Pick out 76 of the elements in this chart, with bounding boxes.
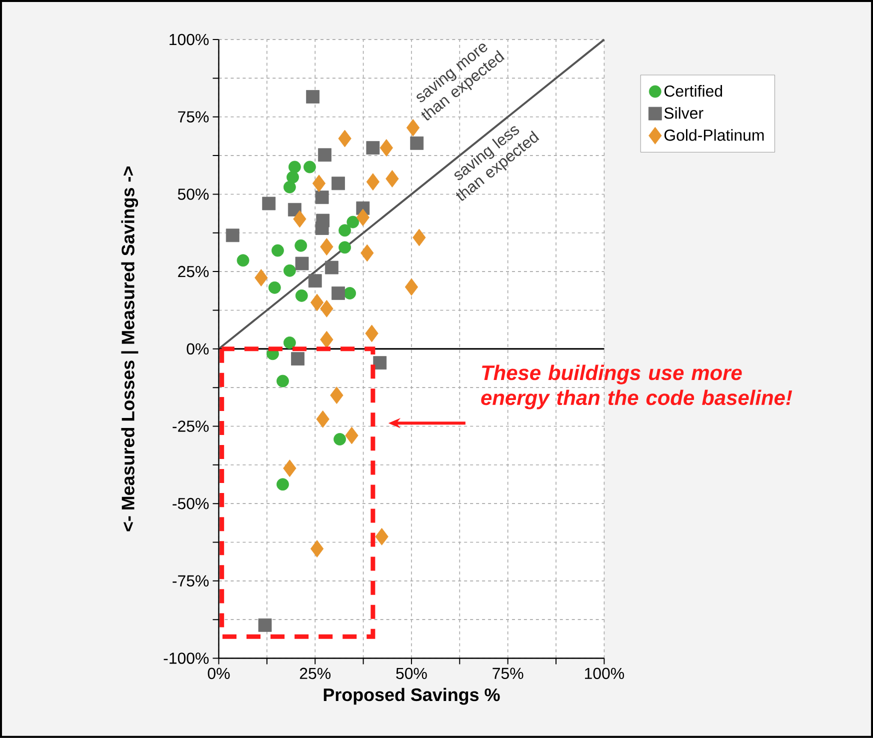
point bbox=[294, 239, 308, 252]
point bbox=[330, 386, 344, 404]
point bbox=[283, 460, 296, 478]
y-axis-title: <- Measured Losses | Measured Savings -> bbox=[121, 166, 138, 532]
point bbox=[338, 224, 351, 237]
point bbox=[366, 173, 380, 191]
point bbox=[338, 130, 352, 148]
annotation: These buildings use more energy than the code baseline! bbox=[481, 364, 792, 410]
point bbox=[258, 618, 272, 632]
point bbox=[366, 141, 380, 155]
point bbox=[410, 136, 424, 150]
point bbox=[316, 410, 330, 428]
point bbox=[308, 274, 322, 288]
point bbox=[356, 208, 370, 226]
y-tick-label: 0% bbox=[186, 343, 209, 355]
point bbox=[283, 180, 296, 194]
point bbox=[288, 160, 301, 174]
point bbox=[310, 294, 324, 312]
point bbox=[315, 222, 329, 236]
point bbox=[283, 336, 296, 349]
point bbox=[295, 256, 309, 270]
y-tick-label: -100% bbox=[164, 652, 209, 664]
point bbox=[306, 90, 320, 104]
point bbox=[310, 540, 324, 558]
point bbox=[380, 139, 393, 157]
point bbox=[304, 160, 316, 174]
point bbox=[312, 174, 326, 192]
point bbox=[324, 260, 338, 274]
x-tick-label: 75% bbox=[492, 668, 524, 680]
point bbox=[344, 287, 356, 300]
point bbox=[332, 176, 345, 190]
point bbox=[334, 433, 346, 446]
y-tick-label: 100% bbox=[170, 34, 209, 46]
point bbox=[320, 238, 334, 256]
point bbox=[360, 244, 374, 262]
x-tick-label: 25% bbox=[300, 668, 331, 680]
y-tick-label: -75% bbox=[172, 575, 209, 587]
point bbox=[338, 241, 351, 254]
point bbox=[412, 228, 426, 246]
point bbox=[276, 478, 289, 491]
y-tick-label: -25% bbox=[172, 420, 209, 432]
y-tick-label: 25% bbox=[178, 266, 209, 278]
point bbox=[262, 196, 276, 210]
point bbox=[320, 300, 334, 318]
point bbox=[272, 244, 284, 257]
y-tick-label: -50% bbox=[172, 498, 209, 510]
x-tick-label: 0% bbox=[208, 668, 230, 680]
x-tick-label: 100% bbox=[585, 668, 624, 680]
point bbox=[373, 356, 387, 370]
y-tick-label: 75% bbox=[178, 111, 209, 123]
point bbox=[346, 216, 360, 228]
point bbox=[318, 148, 332, 162]
point bbox=[365, 324, 378, 342]
point bbox=[226, 228, 240, 242]
point bbox=[332, 286, 345, 300]
point bbox=[236, 254, 250, 267]
point bbox=[375, 528, 388, 546]
legend-label: Certified bbox=[664, 85, 722, 97]
point bbox=[406, 119, 420, 136]
point bbox=[254, 269, 268, 287]
point bbox=[320, 330, 334, 348]
point bbox=[293, 210, 306, 228]
point bbox=[315, 190, 329, 204]
legend-label: Gold-Platinum bbox=[664, 129, 764, 141]
x-tick-label: 50% bbox=[396, 668, 427, 680]
point bbox=[345, 426, 358, 444]
point bbox=[291, 352, 304, 366]
point bbox=[276, 374, 289, 388]
point bbox=[268, 282, 281, 294]
point bbox=[295, 290, 308, 302]
legend-label: Silver bbox=[664, 107, 704, 119]
x-axis-title: Proposed Savings % bbox=[324, 688, 500, 705]
y-tick-label: 50% bbox=[178, 188, 209, 200]
point bbox=[386, 170, 399, 188]
point bbox=[283, 264, 296, 277]
point bbox=[404, 278, 418, 296]
